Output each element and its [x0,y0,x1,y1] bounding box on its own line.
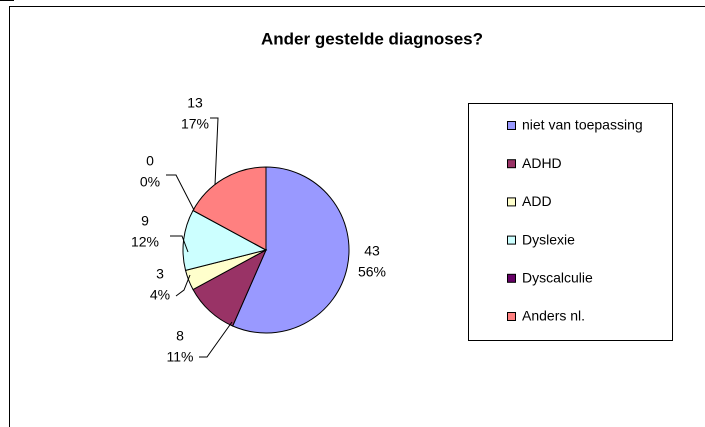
data-label: 3 [156,266,164,282]
legend-label: niet van toepassing [522,117,643,133]
legend-label: ADHD [522,155,562,171]
legend-label: Anders nl. [522,308,585,324]
data-label: 43 [364,243,380,259]
data-label: 8 [176,328,184,344]
legend-swatch [507,235,516,245]
percent-label: 56% [358,264,386,280]
percent-label: 11% [167,349,194,365]
data-label: 0 [146,153,154,169]
leader-line [175,274,191,297]
legend-swatch [507,159,516,169]
pie-slice [231,166,350,334]
legend-label: ADD [522,193,552,209]
leader-line [170,235,189,253]
percent-label: 12% [131,234,159,250]
legend-label: Dyscalculie [522,270,593,286]
legend-swatch [507,197,516,207]
chart-title: Ander gestelde diagnoses? [261,29,483,48]
percent-label: 4% [150,287,170,303]
legend-box [468,103,673,341]
leader-line [199,321,233,358]
legend-swatch [507,121,516,130]
leader-line [210,117,219,186]
legend-label: Dyslexie [522,231,575,247]
legend-swatch [507,312,516,321]
pie-slice [192,166,267,251]
leader-line [166,174,195,211]
legend-swatch [507,273,516,283]
data-label: 9 [141,213,149,229]
percent-label: 17% [181,116,209,132]
data-label: 13 [187,95,203,111]
percent-label: 0% [140,174,160,190]
